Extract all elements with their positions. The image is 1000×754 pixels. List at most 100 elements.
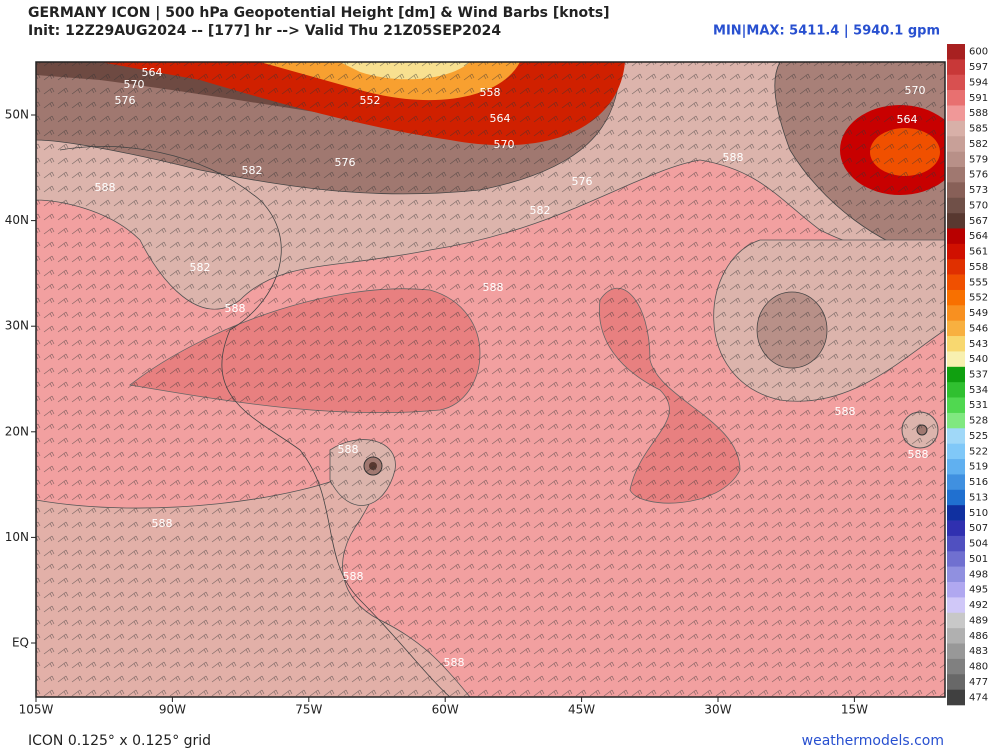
colorbar-cell [947, 689, 965, 706]
contour-label: 582 [242, 164, 263, 177]
grid-note: ICON 0.125° x 0.125° grid [28, 733, 211, 749]
contour-label: 588 [338, 443, 359, 456]
colorbar-cell [947, 412, 965, 429]
colorbar-cell [947, 44, 965, 60]
colorbar-cell [947, 643, 965, 660]
lat-label: EQ [12, 636, 29, 650]
colorbar-cell [947, 551, 965, 567]
colorbar-cell [947, 382, 965, 398]
colorbar-label: 510 [969, 508, 988, 519]
colorbar-label: 558 [969, 262, 988, 273]
colorbar-label: 600 [969, 47, 988, 58]
lon-label: 15W [841, 703, 868, 717]
colorbar-label: 519 [969, 462, 988, 473]
contour-label: 564 [142, 66, 163, 79]
colorbar-label: 579 [969, 154, 988, 165]
lon-label: 75W [295, 703, 322, 717]
colorbar-label: 540 [969, 354, 988, 365]
colorbar-cell [947, 289, 965, 306]
colorbar-label: 495 [969, 585, 988, 596]
contour-label: 558 [480, 86, 501, 99]
lon-label: 45W [568, 703, 595, 717]
colorbar-label: 474 [969, 692, 988, 703]
colorbar-cell [947, 428, 965, 444]
contour-label: 588 [444, 656, 465, 669]
colorbar-label: 591 [969, 93, 988, 104]
colorbar-cell [947, 443, 965, 460]
colorbar-label: 561 [969, 247, 988, 258]
lat-label: 50N [5, 108, 29, 122]
colorbar-cell [947, 305, 965, 321]
lat-label: 30N [5, 319, 29, 333]
colorbar-cell [947, 197, 965, 214]
colorbar-label: 507 [969, 523, 988, 534]
min-max: MIN|MAX: 5411.4 | 5940.1 gpm [713, 24, 940, 39]
contour-label: 588 [95, 181, 116, 194]
colorbar-cell [947, 582, 965, 598]
colorbar-label: 534 [969, 385, 988, 396]
colorbar-cell [947, 151, 965, 168]
lat-label: 10N [5, 530, 29, 544]
colorbar-cell [947, 520, 965, 537]
lon-label: 30W [704, 703, 731, 717]
contour-label: 576 [572, 175, 593, 188]
colorbar-label: 480 [969, 662, 988, 673]
lat-label: 40N [5, 213, 29, 227]
colorbar-cell [947, 366, 965, 383]
colorbar-cell [947, 182, 965, 199]
lon-label: 60W [432, 703, 459, 717]
colorbar-label: 501 [969, 554, 988, 565]
contour-label: 588 [908, 448, 929, 461]
colorbar-cell [947, 459, 965, 475]
contour-label: 564 [897, 113, 918, 126]
colorbar-label: 537 [969, 370, 988, 381]
colorbar-label: 594 [969, 77, 988, 88]
colorbar-label: 549 [969, 308, 988, 319]
colorbar-label: 570 [969, 200, 988, 211]
colorbar-label: 492 [969, 600, 988, 611]
colorbar-label: 528 [969, 416, 988, 427]
colorbar-cell [947, 397, 965, 414]
colorbar-label: 564 [969, 231, 988, 242]
colorbar-cell [947, 136, 965, 152]
colorbar-cell [947, 228, 965, 245]
colorbar-label: 543 [969, 339, 988, 350]
colorbar-label: 576 [969, 170, 988, 181]
contour-label: 552 [360, 94, 381, 107]
colorbar-label: 552 [969, 293, 988, 304]
lon-label: 90W [159, 703, 186, 717]
colorbar-label: 567 [969, 216, 988, 227]
colorbar-cell [947, 243, 965, 260]
map-frame [35, 61, 946, 698]
contour-label: 564 [490, 112, 511, 125]
contour-label: 588 [835, 405, 856, 418]
colorbar-label: 597 [969, 62, 988, 73]
colorbar-label: 513 [969, 492, 988, 503]
map [36, 62, 945, 697]
colorbar-cell [947, 535, 965, 552]
colorbar-label: 516 [969, 477, 988, 488]
colorbar-label: 498 [969, 569, 988, 580]
init-line: Init: 12Z29AUG2024 -- [177] hr --> Valid… [28, 23, 501, 39]
colorbar-cell [947, 628, 965, 644]
contour-label: 570 [905, 84, 926, 97]
colorbar-cell [947, 505, 965, 521]
colorbar-cell [947, 489, 965, 506]
contour-label: 576 [115, 94, 136, 107]
colorbar-label: 477 [969, 677, 988, 688]
colorbar-cell [947, 213, 965, 229]
lon-label: 105W [19, 703, 54, 717]
colorbar-cell [947, 320, 965, 337]
colorbar-cell [947, 166, 965, 183]
colorbar-cell [947, 474, 965, 491]
colorbar-cell [947, 658, 965, 675]
colorbar-cell [947, 351, 965, 368]
colorbar-label: 486 [969, 631, 988, 642]
colorbar-cell [947, 120, 965, 137]
contour-label: 588 [343, 570, 364, 583]
colorbar-cell [947, 259, 965, 275]
colorbar-cell [947, 274, 965, 291]
contour-label: 570 [494, 138, 515, 151]
title: GERMANY ICON | 500 hPa Geopotential Heig… [28, 5, 610, 21]
